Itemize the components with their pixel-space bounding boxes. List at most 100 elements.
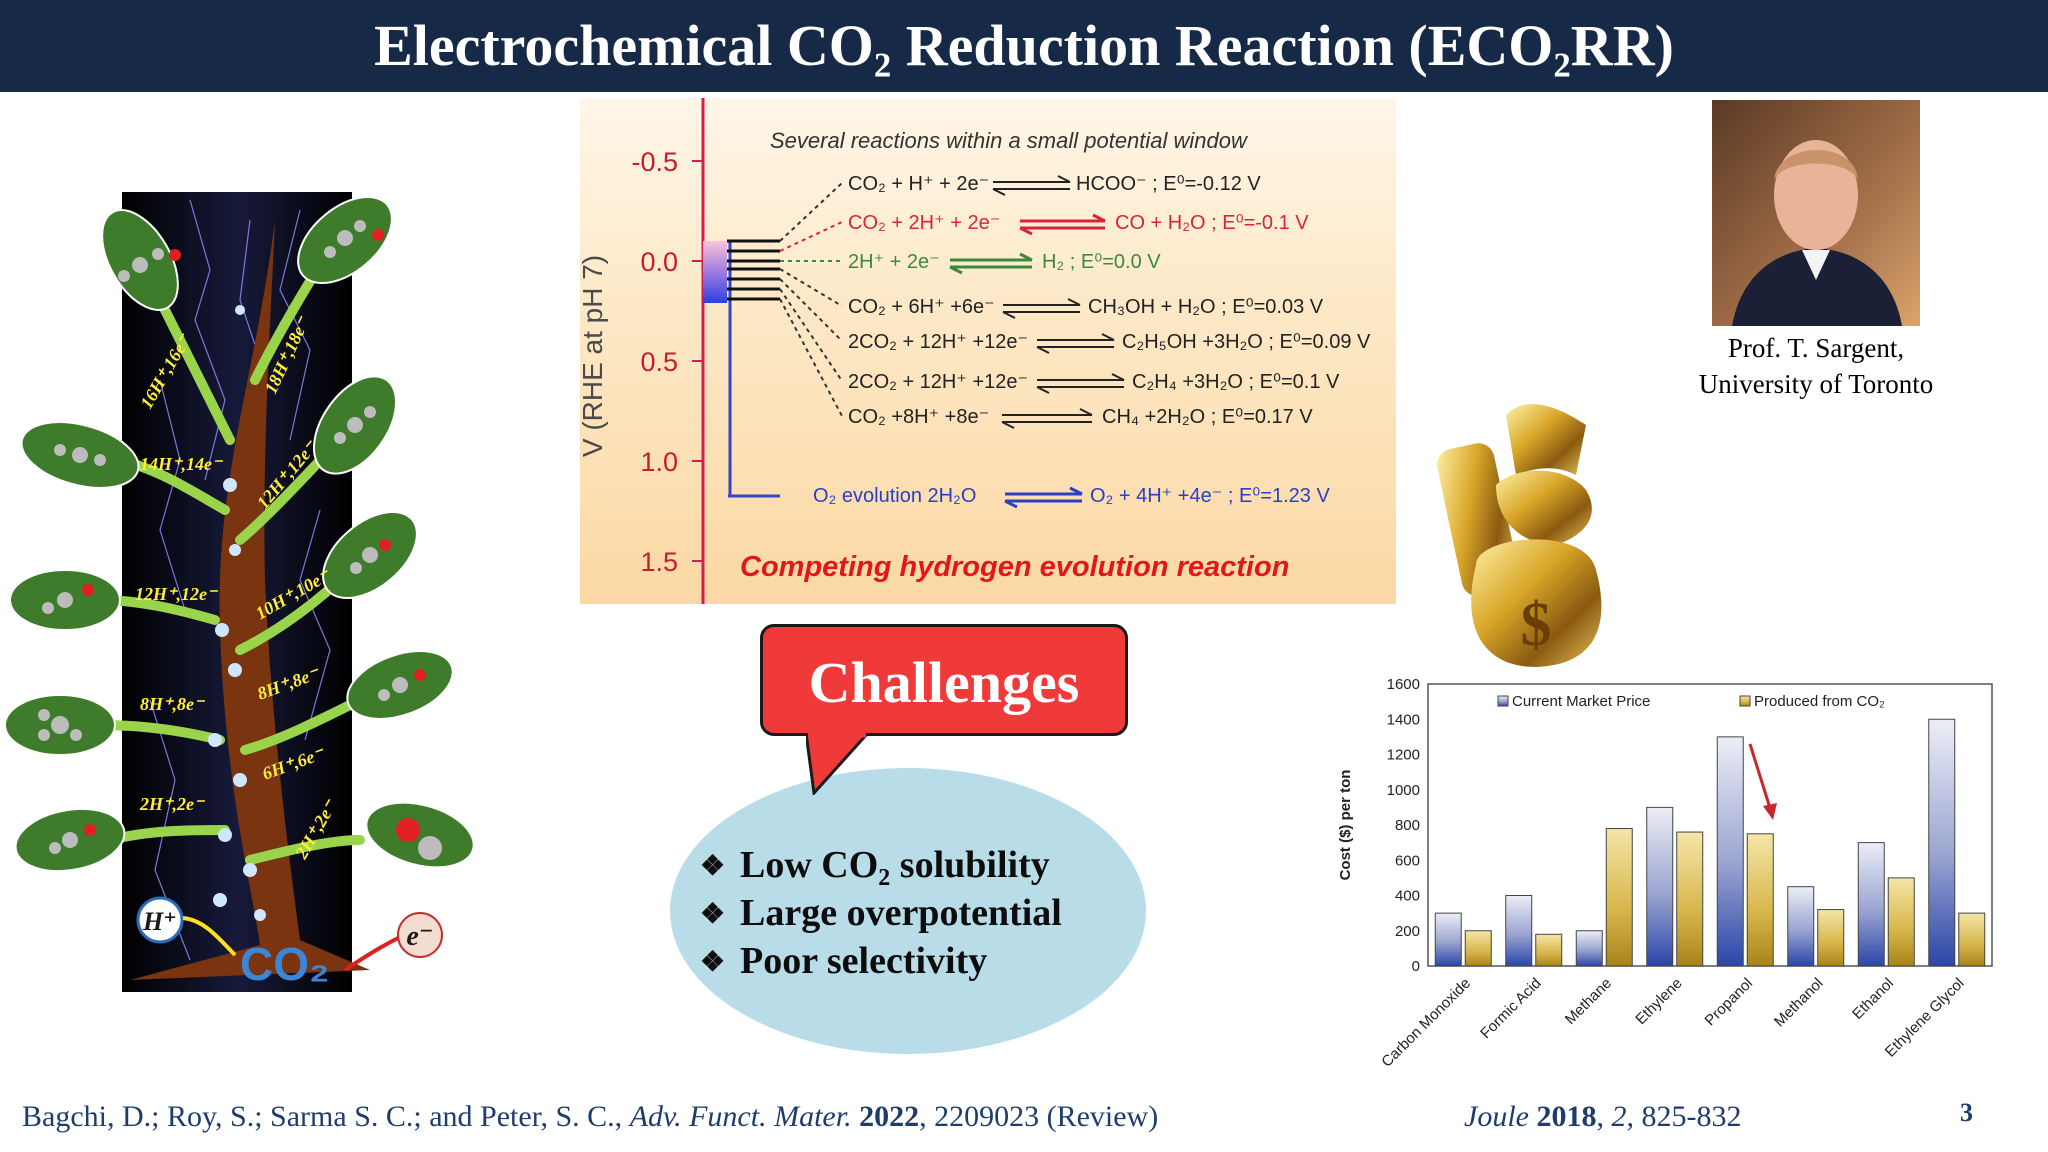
reaction-left: 2CO₂ + 12H⁺ +12e⁻ [848, 371, 1028, 393]
y-tick-label: 200 [1395, 923, 1420, 940]
equilibrium-arrow [1036, 333, 1115, 354]
potential-window-band [703, 241, 727, 303]
legend-label-market: Current Market Price [1512, 693, 1650, 710]
y-axis-label: V (RHE at pH 7) [580, 255, 608, 457]
reaction-left: CO₂ + 6H⁺ +6e⁻ [848, 296, 995, 318]
equilibrium-arrow [949, 252, 1033, 275]
y-tick-label: 0.5 [640, 347, 678, 377]
equilibrium-arrow [1036, 373, 1125, 394]
bullet-icon: ❖ [700, 899, 726, 930]
equilibrium-arrow [1001, 408, 1093, 429]
page-number: 3 [1960, 1098, 1973, 1127]
reaction-left: 2CO₂ + 12H⁺ +12e⁻ [848, 331, 1028, 353]
x-tick-labels: Carbon Monoxide Formic Acid Methane Ethylen… [1378, 975, 1967, 1071]
connector-lines [779, 182, 843, 417]
bullet-icon: ❖ [700, 947, 726, 978]
joule-citation: Joule 2018, 2, 825-832 [1464, 1100, 1742, 1133]
sargent-affiliation: University of Toronto [1698, 369, 1934, 399]
leaf-label: 8H⁺,8e⁻ [140, 694, 206, 714]
bar-market-price [1857, 842, 1885, 967]
challenges-list: ❖ Low CO2 solubility ❖ Large overpotential… [700, 842, 1062, 986]
y-tick-label: 0 [1412, 958, 1420, 975]
equilibrium-arrow [992, 175, 1071, 196]
bar-market-price [1434, 912, 1462, 967]
challenge-item: ❖ Low CO2 solubility [700, 844, 1050, 891]
equilibrium-arrow [1004, 486, 1083, 509]
equilibrium-arrow [1002, 298, 1081, 319]
reaction-right: HCOO⁻ ; E⁰=-0.12 V [1076, 173, 1261, 195]
figure-background [580, 98, 1396, 604]
callout-tail [806, 733, 871, 795]
money-bag-icon: $ [1436, 395, 1616, 673]
y-tick-label: 1.5 [640, 547, 678, 577]
bar-produced-from-co2 [1535, 933, 1563, 967]
x-tick-label: Methane [1562, 975, 1615, 1028]
bar-produced-from-co2 [1605, 828, 1633, 967]
y-tick-label: 0.0 [640, 247, 678, 277]
legend-label-produced: Produced from CO₂ [1754, 693, 1885, 710]
suit [1732, 248, 1902, 326]
h-plus-label: H⁺ [142, 907, 177, 936]
bar-market-price [1575, 930, 1603, 967]
y-ticks: -0.5 0.0 0.5 1.0 1.5 [631, 147, 703, 577]
shirt-collar [1802, 250, 1830, 280]
electron-arrow [343, 936, 399, 972]
bar-produced-from-co2 [1958, 912, 1986, 967]
x-tick-label: Formic Acid [1477, 975, 1544, 1042]
svg-text:$: $ [1521, 591, 1552, 659]
reaction-right: H₂ ; E⁰=0.0 V [1042, 251, 1161, 273]
reaction-right: C₂H₅OH +3H₂O ; E⁰=0.09 V [1122, 331, 1371, 353]
bar-market-price [1716, 736, 1744, 967]
bar-market-price [1646, 806, 1674, 967]
potential-window-figure: V (RHE at pH 7) -0.5 0.0 0.5 1.0 1.5 Sev… [577, 98, 1396, 604]
reaction-right: CH₄ +2H₂O ; E⁰=0.17 V [1102, 406, 1313, 428]
sargent-name: Prof. T. Sargent, [1727, 333, 1905, 363]
equilibrium-arrow [1019, 213, 1106, 236]
x-tick-label: Propanol [1702, 975, 1756, 1029]
electron-label: e⁻ [406, 921, 433, 952]
sargent-caption: Prof. T. Sargent, University of Toronto [1660, 330, 1972, 402]
bar-market-price [1928, 718, 1956, 967]
y-tick-label: 600 [1395, 852, 1420, 869]
bar-market-price [1505, 895, 1533, 967]
tree-trunk [130, 220, 370, 980]
challenge-item: ❖ Poor selectivity [700, 938, 1062, 986]
co2-label: CO₂ [240, 938, 329, 990]
challenges-heading-box: Challenges [760, 624, 1128, 736]
x-tick-label: Methanol [1771, 975, 1827, 1031]
reaction-left: CO₂ +8H⁺ +8e⁻ [848, 406, 989, 428]
x-tick-label: Ethanol [1849, 975, 1897, 1023]
x-tick-label: Carbon Monoxide [1378, 975, 1474, 1071]
cost-bar-chart: Cost ($) per ton 0 200 400 600 800 1000 1200 14… [1318, 668, 2008, 1088]
slide-title: Electrochemical CO₂ Reduction Reaction (… [0, 0, 2048, 92]
y-tick-label: -0.5 [631, 147, 678, 177]
legend: Current Market Price Produced from CO₂ [1497, 693, 1885, 710]
bar-produced-from-co2 [1746, 833, 1774, 967]
ladder-rungs [727, 239, 780, 301]
o2-evolution-right: O₂ + 4H⁺ +4e⁻ ; E⁰=1.23 V [1090, 485, 1330, 507]
y-tick-label: 1.0 [640, 447, 678, 477]
y-tick-label: 400 [1395, 888, 1420, 905]
y-tick-label: 1000 [1387, 782, 1420, 799]
face [1774, 140, 1858, 250]
sargent-portrait [1712, 100, 1920, 326]
molecule-icons [38, 220, 442, 860]
reaction-rows: CO₂ + H⁺ + 2e⁻ HCOO⁻ ; E⁰=-0.12 V CO₂ + … [813, 173, 1371, 509]
bar-produced-from-co2 [1887, 877, 1915, 967]
water-drops [208, 305, 266, 921]
reaction-left: CO₂ + 2H⁺ + 2e⁻ [848, 212, 1000, 234]
electron-circle [397, 912, 443, 958]
reaction-right: CO + H₂O ; E⁰=-0.1 V [1115, 212, 1309, 234]
o2-evolution-left: O₂ evolution 2H₂O [813, 485, 976, 507]
leaf-label: 14H⁺,14e⁻ [140, 454, 224, 474]
legend-swatch-produced [1739, 695, 1751, 707]
h-plus-arrow [182, 916, 237, 957]
y-tick-label: 800 [1395, 817, 1420, 834]
reaction-left: 2H⁺ + 2e⁻ [848, 251, 940, 273]
reference-citation: Bagchi, D.; Roy, S.; Sarma S. C.; and Pe… [22, 1100, 1159, 1133]
hair [1774, 150, 1858, 180]
bar-market-price [1787, 886, 1815, 967]
y-tick-label: 1200 [1387, 747, 1420, 764]
x-tick-label: Ethylene [1632, 975, 1685, 1028]
slide-title-text: Electrochemical CO₂ Reduction Reaction (… [374, 13, 1674, 78]
